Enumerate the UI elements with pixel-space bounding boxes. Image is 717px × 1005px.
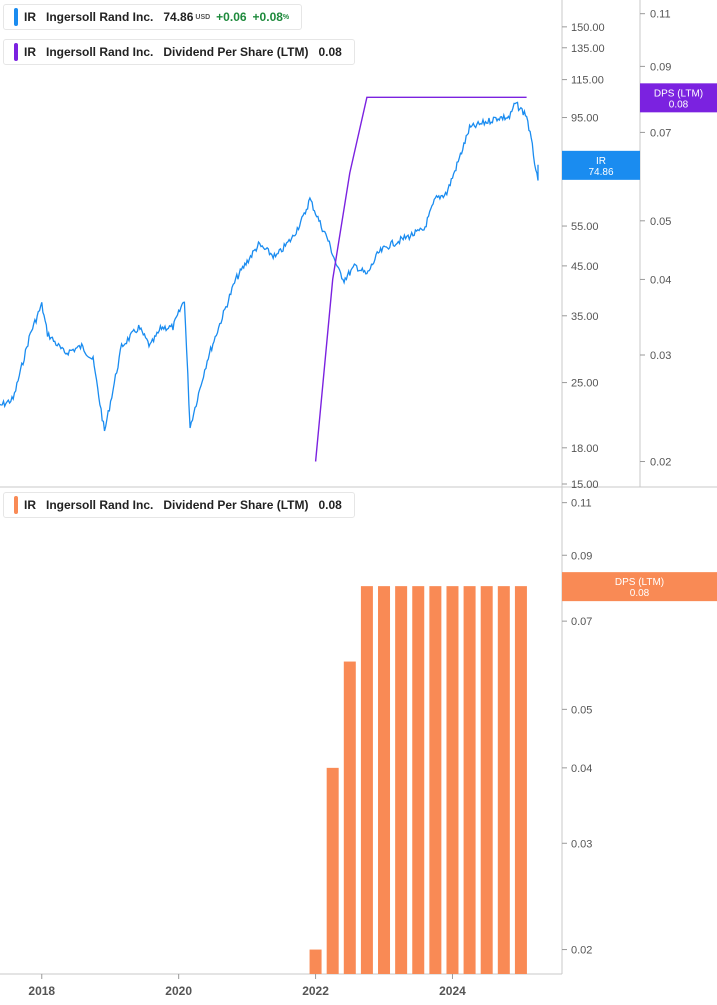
dps-axis-bottom: 0.11 0.09 0.07 0.05 0.04 0.03 0.02 xyxy=(562,498,592,957)
price-tick-label: 25.00 xyxy=(571,378,599,390)
dps-bar xyxy=(360,586,373,974)
dps-top-tick-label: 0.02 xyxy=(650,457,671,469)
price-badge-label: IR xyxy=(596,156,606,167)
dps-bar-legend-ticker: IR xyxy=(24,498,36,512)
x-tick-label: 2022 xyxy=(302,984,329,998)
dps-line-legend-value: 0.08 xyxy=(318,45,342,59)
price-legend-pct-sign: % xyxy=(282,13,290,21)
dps-bottom-badge-label: DPS (LTM) xyxy=(615,577,664,588)
dps-bottom-tick-label: 0.09 xyxy=(571,550,592,562)
price-legend-company: Ingersoll Rand Inc. xyxy=(46,10,154,24)
price-tick-label: 135.00 xyxy=(571,43,605,55)
dps-bar xyxy=(429,586,442,974)
dps-line-legend-company: Ingersoll Rand Inc. xyxy=(46,45,154,59)
dps-axis-top: 0.11 0.09 0.07 0.05 0.04 0.03 0.02 xyxy=(640,9,671,469)
dps-bar xyxy=(326,767,339,974)
dps-bottom-tick-label: 0.07 xyxy=(571,616,592,628)
price-line-group xyxy=(0,101,539,432)
dps-top-tick-label: 0.03 xyxy=(650,350,671,362)
x-axis: 2018 2020 2022 2024 xyxy=(28,974,466,998)
dps-bar xyxy=(343,661,356,974)
dps-top-badge: DPS (LTM)0.08 xyxy=(640,83,717,113)
dps-bars xyxy=(309,586,527,974)
price-legend-ticker: IR xyxy=(24,10,36,24)
price-legend-swatch xyxy=(14,8,18,26)
dps-bottom-badge: DPS (LTM)0.08 xyxy=(562,572,717,602)
dps-bar-legend-metric: Dividend Per Share (LTM) xyxy=(163,498,309,512)
dps-bottom-badge-bg xyxy=(562,572,717,602)
dps-top-tick-label: 0.09 xyxy=(650,61,671,73)
dps-line-legend-metric: Dividend Per Share (LTM) xyxy=(163,45,309,59)
dps-bottom-tick-label: 0.05 xyxy=(571,704,592,716)
dps-top-tick-label: 0.05 xyxy=(650,216,671,228)
dps-bar xyxy=(497,586,510,974)
dps-line-legend[interactable]: IR Ingersoll Rand Inc. Dividend Per Shar… xyxy=(3,39,355,65)
price-legend-currency: USD xyxy=(195,13,211,21)
dps-top-tick-label: 0.07 xyxy=(650,127,671,139)
price-legend-change-pct: +0.08 xyxy=(252,10,283,24)
dps-bar xyxy=(446,586,459,974)
price-legend-change: +0.06 xyxy=(216,10,247,24)
price-badge-value: 74.86 xyxy=(588,167,613,178)
price-tick-label: 15.00 xyxy=(571,479,599,491)
x-tick-label: 2020 xyxy=(165,984,192,998)
dps-bar xyxy=(309,949,322,974)
dps-line-legend-ticker: IR xyxy=(24,45,36,59)
price-badge-bg xyxy=(562,150,640,180)
price-series-line xyxy=(0,101,539,432)
dps-bottom-tick-label: 0.02 xyxy=(571,945,592,957)
price-tick-label: 115.00 xyxy=(571,75,604,87)
dps-bar xyxy=(378,586,391,974)
dps-line-group xyxy=(314,96,527,462)
dps-bar xyxy=(480,586,493,974)
dps-bottom-tick-label: 0.03 xyxy=(571,838,592,850)
dps-bar-legend-company: Ingersoll Rand Inc. xyxy=(46,498,154,512)
x-tick-label: 2018 xyxy=(28,984,55,998)
dps-top-badge-value: 0.08 xyxy=(669,99,689,110)
price-legend-value: 74.86 xyxy=(163,10,194,24)
dps-bar xyxy=(463,586,476,974)
dps-top-tick-label: 0.11 xyxy=(650,9,671,21)
price-tick-label: 18.00 xyxy=(571,443,599,455)
dps-bar xyxy=(395,586,408,974)
price-tick-label: 55.00 xyxy=(571,221,599,233)
dps-bar-legend-swatch xyxy=(14,496,18,514)
price-tick-label: 150.00 xyxy=(571,22,605,34)
dps-top-tick-label: 0.04 xyxy=(650,274,671,286)
price-axis: 150.00135.00115.0095.0075.0055.0045.0035… xyxy=(0,0,717,975)
dps-top-badge-bg xyxy=(640,83,717,113)
x-tick-label: 2024 xyxy=(439,984,466,998)
dps-bottom-tick-label: 0.11 xyxy=(571,498,592,510)
price-tick-label: 95.00 xyxy=(571,113,599,125)
price-tick-label: 45.00 xyxy=(571,261,599,273)
dps-bar-legend-value: 0.08 xyxy=(318,498,342,512)
dps-top-badge-label: DPS (LTM) xyxy=(654,88,703,99)
dps-bar xyxy=(412,586,425,974)
dps-bottom-badge-value: 0.08 xyxy=(630,588,650,599)
dps-bottom-tick-label: 0.04 xyxy=(571,763,592,775)
dps-bar-legend[interactable]: IR Ingersoll Rand Inc. Dividend Per Shar… xyxy=(3,492,355,518)
dps-line-legend-swatch xyxy=(14,43,18,61)
dps-series-line xyxy=(314,96,527,462)
price-legend[interactable]: IR Ingersoll Rand Inc. 74.86 USD +0.06 +… xyxy=(3,4,303,30)
price-tick-label: 35.00 xyxy=(571,311,599,323)
dps-bar xyxy=(514,586,527,974)
